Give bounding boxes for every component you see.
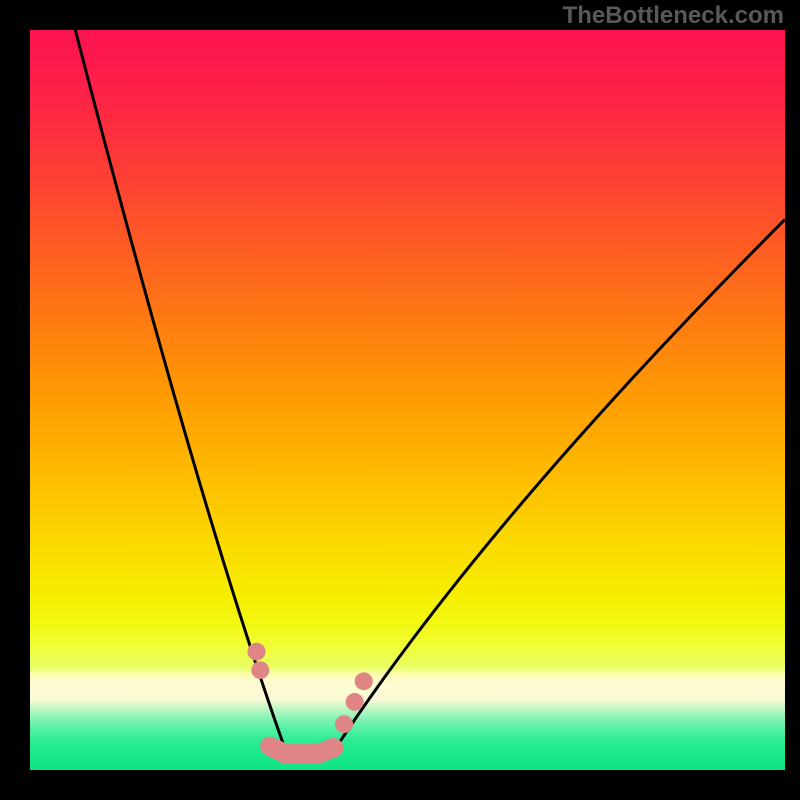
chart-root: TheBottleneck.com: [0, 0, 800, 800]
watermark-text: TheBottleneck.com: [563, 2, 784, 30]
frame-border-right: [785, 0, 800, 800]
frame-border-bottom: [0, 770, 800, 800]
frame-border-left: [0, 0, 30, 800]
curve-overlay: [30, 30, 785, 770]
plot-area: [30, 30, 785, 770]
